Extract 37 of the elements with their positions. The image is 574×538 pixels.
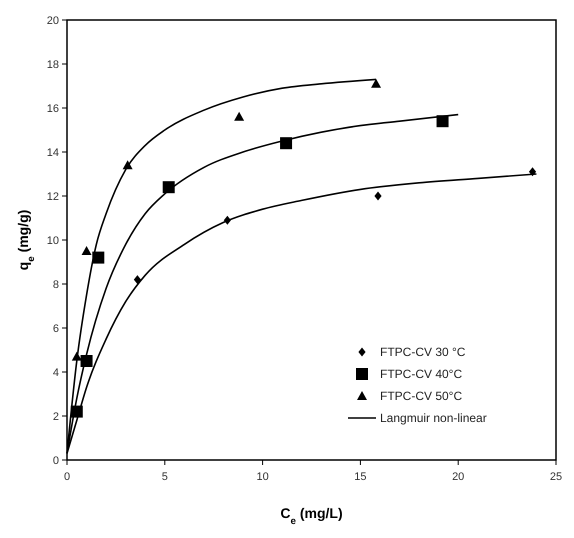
point: [224, 216, 231, 225]
point: [436, 115, 449, 128]
y-tick-label: 14: [46, 147, 59, 159]
x-tick-label: 0: [64, 471, 70, 483]
y-tick-label: 0: [52, 455, 59, 467]
legend-label: FTPC-CV 40°C: [380, 367, 462, 381]
y-tick-label: 2: [52, 411, 59, 423]
point: [162, 181, 175, 194]
y-tick-label: 20: [46, 15, 59, 27]
x-tick-label: 10: [256, 471, 269, 483]
x-tick-label: 15: [354, 471, 367, 483]
x-tick-label: 5: [162, 471, 168, 483]
y-tick-label: 8: [52, 279, 59, 291]
y-tick-label: 18: [46, 59, 59, 71]
y-tick-label: 10: [46, 235, 59, 247]
y-tick-label: 12: [46, 191, 59, 203]
point: [122, 160, 133, 170]
point: [82, 246, 92, 255]
point: [528, 167, 536, 176]
point: [234, 112, 244, 121]
point: [134, 275, 142, 284]
x-tick-label: 25: [550, 471, 562, 483]
y-tick-label: 6: [52, 323, 59, 335]
x-axis-title: C$_{e}$ (mg/L): [280, 505, 343, 526]
y-tick-label: 4: [52, 367, 59, 379]
point: [371, 78, 382, 88]
point: [70, 406, 83, 418]
point: [280, 137, 292, 150]
legend-label: Langmuir non-linear: [380, 411, 487, 425]
x-tick-label: 20: [452, 471, 464, 483]
point: [80, 355, 93, 367]
legend-label: FTPC-CV 50°C: [380, 389, 462, 403]
legend-label: FTPC-CV 30 °C: [380, 345, 466, 359]
y-tick-label: 16: [46, 103, 59, 115]
point: [92, 252, 104, 264]
point: [374, 192, 382, 200]
point: [72, 352, 82, 361]
